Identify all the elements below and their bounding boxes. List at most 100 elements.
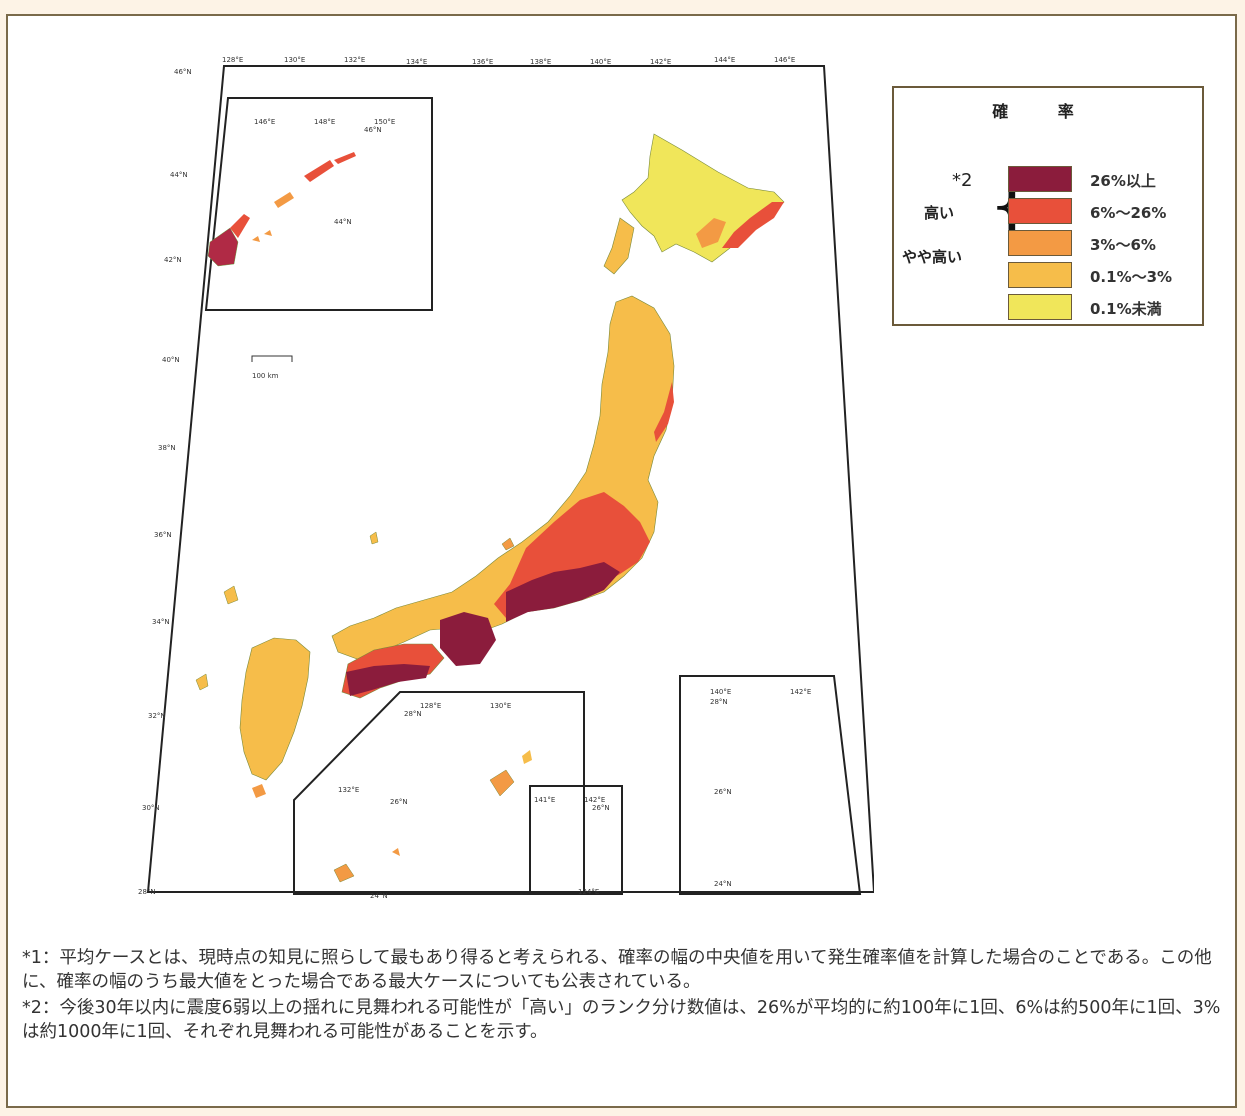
legend-title: 確 率 [992, 102, 1096, 121]
tick-label: 124°E [578, 888, 599, 896]
tick-label: 44°N [170, 171, 188, 179]
tick-label: 140°E [590, 58, 611, 66]
tick-label: 130°E [490, 702, 511, 710]
scale-bar [251, 355, 293, 362]
tick-label: 24°N [370, 892, 388, 900]
tokai-high-zone [506, 562, 620, 622]
inset-ogasawara-box [679, 675, 862, 895]
probability-map: 128°E 130°E 132°E 134°E 136°E 138°E 140°… [134, 52, 874, 912]
legend-item: 26%以上 [1008, 166, 1198, 196]
top-tick-labels: 128°E 130°E 132°E 134°E 136°E 138°E 140°… [222, 56, 795, 66]
map-svg: 128°E 130°E 132°E 134°E 136°E 138°E 140°… [138, 56, 874, 900]
tick-label: 142°E [790, 688, 811, 696]
kuril-land [274, 192, 294, 208]
legend-group-mid: やや高い [902, 248, 963, 266]
hokkaido-oshima [603, 217, 635, 275]
island [392, 848, 400, 856]
legend-swatch [1008, 166, 1072, 192]
map-border [146, 65, 874, 893]
tick-label: 46°N [174, 68, 192, 76]
kuril-land [264, 230, 272, 236]
kii-peninsula [440, 612, 496, 666]
tick-label: 128°E [222, 56, 243, 64]
island [333, 863, 355, 883]
tick-label: 130°E [284, 56, 305, 64]
tick-label: 28°N [404, 710, 422, 718]
tick-label: 28°N [138, 888, 156, 896]
inset-daito-ticks: 141°E 142°E 26°N 124°E [534, 796, 610, 896]
tick-label: 142°E [650, 58, 671, 66]
inset-daito-box [529, 785, 623, 895]
island [252, 784, 266, 798]
legend-swatch [1008, 262, 1072, 288]
legend-item: 3%〜6% [1008, 230, 1198, 260]
tick-label: 26°N [592, 804, 610, 812]
tick-label: 44°N [334, 218, 352, 226]
legend-label: 0.1%〜3% [1090, 268, 1173, 286]
footnotes: *1：平均ケースとは、現時点の知見に照らして最もあり得ると考えられる、確率の幅の… [22, 946, 1222, 1046]
island [369, 531, 379, 545]
legend-label: 0.1%未満 [1090, 300, 1162, 318]
tick-label: 132°E [344, 56, 365, 64]
tick-label: 146°E [254, 118, 275, 126]
tick-label: 144°E [714, 56, 735, 64]
tick-label: 46°N [364, 126, 382, 134]
legend-label: 26%以上 [1090, 172, 1156, 190]
tick-label: 140°E [710, 688, 731, 696]
kyushu [239, 637, 311, 781]
tick-label: 146°E [774, 56, 795, 64]
tick-label: 42°N [164, 256, 182, 264]
scale-label: 100 km [252, 372, 279, 380]
legend-note-mark: *2 [952, 170, 973, 191]
left-tick-labels: 46°N 44°N 42°N 40°N 38°N 36°N 34°N 32°N … [138, 68, 192, 896]
inset-kuril-ticks: 146°E 148°E 150°E 46°N 44°N [254, 118, 395, 226]
legend: 確 率 *2 { 高い やや高い 26%以上 6%〜26% 3%〜6% 0.1%… [892, 86, 1204, 326]
kuril-land [304, 160, 334, 182]
kuril-land [230, 214, 250, 238]
tick-label: 148°E [314, 118, 335, 126]
tick-label: 142°E [584, 796, 605, 804]
tick-label: 24°N [714, 880, 732, 888]
tick-label: 134°E [406, 58, 427, 66]
island [223, 585, 239, 605]
tick-label: 138°E [530, 58, 551, 66]
hokkaido-east [722, 202, 784, 248]
legend-group-high: 高い [924, 204, 955, 222]
shikoku-south [346, 664, 430, 696]
tick-label: 38°N [158, 444, 176, 452]
legend-swatch [1008, 230, 1072, 256]
tick-label: 136°E [472, 58, 493, 66]
footnote-1: *1：平均ケースとは、現時点の知見に照らして最もあり得ると考えられる、確率の幅の… [22, 948, 1212, 992]
tohoku-coast [654, 382, 674, 442]
inset-kuril-box [204, 97, 433, 311]
tick-label: 132°E [338, 786, 359, 794]
kuril-land [334, 152, 356, 164]
tick-label: 141°E [534, 796, 555, 804]
tick-label: 40°N [162, 356, 180, 364]
legend-label: 6%〜26% [1090, 204, 1167, 222]
okinawa-island [489, 769, 515, 797]
legend-item: 0.1%〜3% [1008, 262, 1198, 292]
legend-swatch [1008, 198, 1072, 224]
legend-swatch [1008, 294, 1072, 320]
tick-label: 30°N [142, 804, 160, 812]
footnote-2: *2：今後30年以内に震度6弱以上の揺れに見舞われる可能性が「高い」のランク分け… [22, 998, 1221, 1042]
tick-label: 36°N [154, 531, 172, 539]
island [195, 673, 209, 691]
hokkaido-south [696, 218, 726, 248]
tick-label: 128°E [420, 702, 441, 710]
tick-label: 26°N [390, 798, 408, 806]
inset-ryukyu-ticks: 128°E 130°E 28°N 132°E 26°N 24°N [338, 702, 511, 900]
legend-item: 0.1%未満 [1008, 294, 1198, 324]
tick-label: 28°N [710, 698, 728, 706]
tick-label: 34°N [152, 618, 170, 626]
legend-label: 3%〜6% [1090, 236, 1156, 254]
legend-item: 6%〜26% [1008, 198, 1198, 228]
tick-label: 26°N [714, 788, 732, 796]
tick-label: 150°E [374, 118, 395, 126]
tick-label: 32°N [148, 712, 166, 720]
island [522, 750, 532, 764]
inset-ryukyu-box [293, 691, 585, 895]
inset-ogasawara-ticks: 140°E 142°E 28°N 26°N 24°N [710, 688, 811, 888]
sado-island [501, 537, 515, 551]
